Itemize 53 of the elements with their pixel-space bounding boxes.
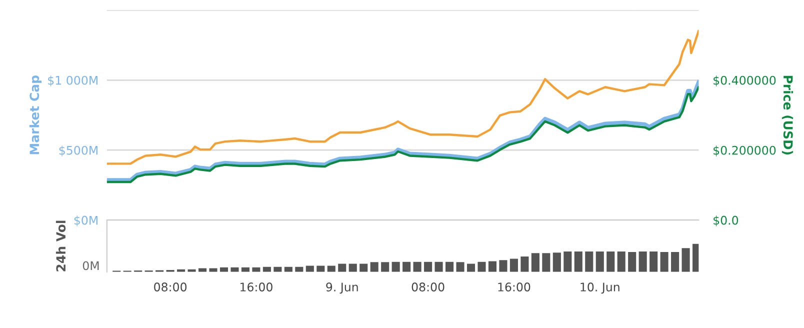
x-tick-label: 08:00 xyxy=(154,282,187,292)
bar xyxy=(606,251,615,272)
y-tick-label: $500M xyxy=(59,146,98,156)
x-tick-label: 16:00 xyxy=(240,282,272,292)
bar xyxy=(682,248,690,272)
bar xyxy=(338,264,346,272)
bar xyxy=(510,258,518,272)
bar xyxy=(381,262,390,272)
y-axis-title: Market Cap xyxy=(29,75,42,154)
x-tick-label: 16:00 xyxy=(498,282,530,292)
bar xyxy=(564,251,572,272)
bar xyxy=(445,262,454,272)
bar xyxy=(306,266,314,272)
bar xyxy=(617,251,626,272)
bar xyxy=(348,264,357,272)
bar xyxy=(360,264,368,272)
bar xyxy=(638,251,647,272)
bar xyxy=(424,262,432,272)
y2-tick-label: $0.400000 xyxy=(714,76,776,86)
bar xyxy=(585,251,594,272)
y-axis-title: 24h Vol xyxy=(56,220,66,272)
bar xyxy=(392,262,400,272)
bar xyxy=(456,262,464,272)
bar xyxy=(671,252,680,272)
bar xyxy=(434,262,443,272)
bar xyxy=(574,251,582,272)
bar xyxy=(230,267,239,272)
bar xyxy=(370,262,378,272)
bar xyxy=(520,256,529,272)
bar xyxy=(499,260,508,272)
bar xyxy=(628,252,636,272)
bar xyxy=(402,262,411,272)
bar xyxy=(552,252,561,272)
bar xyxy=(531,253,540,272)
x-tick-label: 08:00 xyxy=(412,282,444,292)
bar xyxy=(542,253,550,272)
bar xyxy=(596,251,604,272)
bar xyxy=(650,251,658,272)
bar xyxy=(660,252,668,272)
bar xyxy=(466,264,476,272)
bar xyxy=(478,262,486,272)
x-tick-label: 9. Jun xyxy=(326,282,358,294)
y-tick-label: $0M xyxy=(74,216,98,226)
y-tick-label: $1 000M xyxy=(48,76,98,86)
bar xyxy=(327,266,336,272)
bar xyxy=(488,261,497,272)
y2-tick-label: $0.200000 xyxy=(714,146,776,156)
bar xyxy=(316,266,325,272)
text: 0M xyxy=(82,261,99,270)
bar xyxy=(413,262,422,272)
x-tick-label: 10. Jun xyxy=(580,282,620,294)
y2-axis-title: Price (USD) xyxy=(782,76,794,154)
y2-tick-label: $0.0 xyxy=(714,216,738,226)
